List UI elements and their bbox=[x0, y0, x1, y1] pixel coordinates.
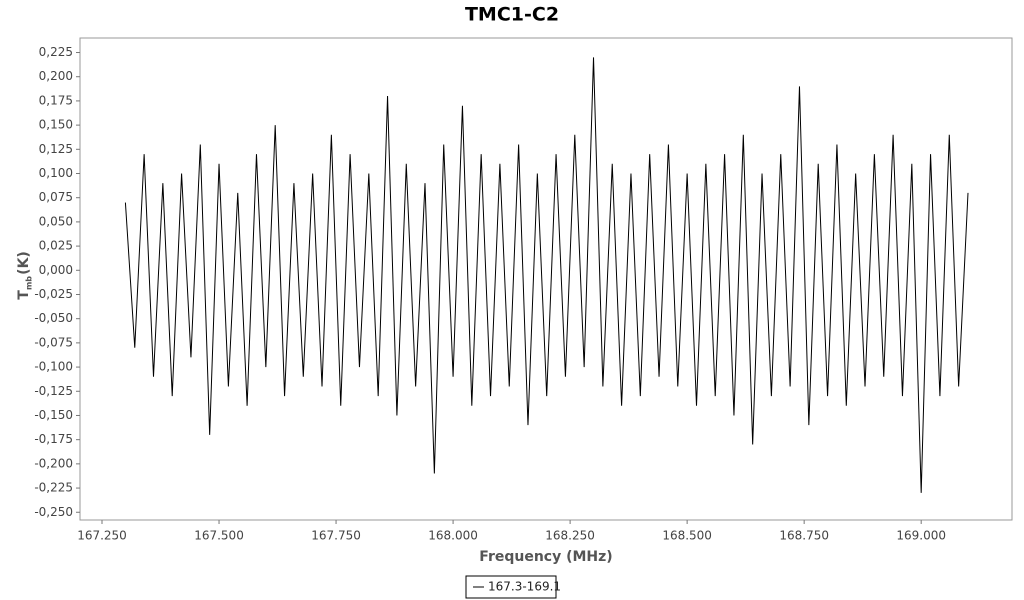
x-tick-label: 167.250 bbox=[77, 529, 127, 543]
y-tick-label: 0,200 bbox=[39, 69, 73, 83]
y-tick-label: -0,100 bbox=[34, 360, 73, 374]
y-tick-label: -0,125 bbox=[34, 384, 73, 398]
x-tick-label: 168.500 bbox=[662, 529, 712, 543]
y-tick-label: -0,250 bbox=[34, 505, 73, 519]
y-tick-label: 0,225 bbox=[39, 45, 73, 59]
x-tick-label: 169.000 bbox=[896, 529, 946, 543]
legend-box bbox=[465, 575, 557, 599]
y-axis-title: T mb (K) bbox=[16, 251, 34, 300]
y-tick-label: -0,025 bbox=[34, 287, 73, 301]
y-tick-label: 0,175 bbox=[39, 93, 73, 107]
y-tick-label: -0,200 bbox=[34, 456, 73, 470]
y-tick-label: 0,125 bbox=[39, 142, 73, 156]
y-tick-label: -0,075 bbox=[34, 335, 73, 349]
y-tick-label: -0,150 bbox=[34, 408, 73, 422]
chart-title: TMC1-C2 bbox=[465, 4, 559, 26]
y-axis-title-main: T bbox=[16, 290, 32, 300]
y-tick-label: 0,075 bbox=[39, 190, 73, 204]
x-tick-label: 167.750 bbox=[311, 529, 361, 543]
y-tick-label: 0,050 bbox=[39, 214, 73, 228]
y-tick-label: 0,150 bbox=[39, 118, 73, 132]
x-tick-label: 168.000 bbox=[428, 529, 478, 543]
y-tick-label: -0,050 bbox=[34, 311, 73, 325]
y-tick-label: 0,100 bbox=[39, 166, 73, 180]
y-tick-label: 0,000 bbox=[39, 263, 73, 277]
y-axis-title-unit: (K) bbox=[16, 251, 32, 275]
y-axis-title-sub: mb bbox=[25, 276, 34, 290]
series-line bbox=[124, 57, 969, 493]
x-tick-label: 167.500 bbox=[194, 529, 244, 543]
x-tick-label: 168.250 bbox=[545, 529, 595, 543]
legend-label: 167.3-169.1 bbox=[488, 580, 561, 594]
y-tick-label: -0,225 bbox=[34, 481, 73, 495]
y-tick-label: 0,025 bbox=[39, 239, 73, 253]
y-tick-label: -0,175 bbox=[34, 432, 73, 446]
x-axis-title: Frequency (MHz) bbox=[479, 549, 612, 565]
x-tick-label: 168.750 bbox=[779, 529, 829, 543]
plot-frame bbox=[79, 37, 1013, 521]
